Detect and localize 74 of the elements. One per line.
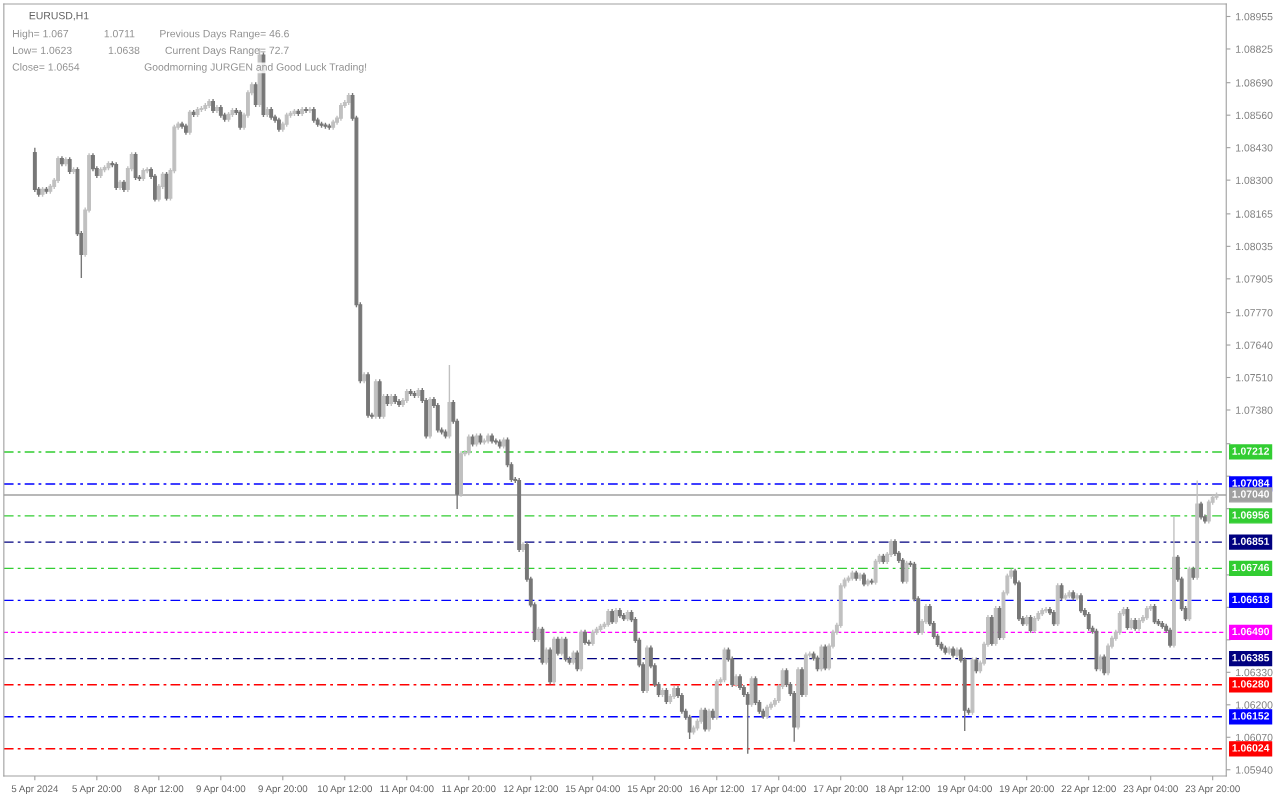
candlestick [466,433,471,456]
y-tick-label: 1.08035 [1236,242,1273,251]
ref-line-label: 1.06618 [1232,595,1270,604]
x-tick-label: 17 Apr 04:00 [751,785,806,795]
annotation: Low= 1.0623 [13,46,72,55]
ref-line-label: 1.06280 [1232,680,1270,688]
x-tick-label: 12 Apr 12:00 [503,785,558,795]
x-tick-label: 5 Apr 2024 [11,785,59,795]
x-tick-label: 22 Apr 12:00 [1061,785,1116,795]
x-tick-label: 18 Apr 12:00 [875,785,930,795]
text: EURUSD,H1 [29,11,89,21]
candlestick [819,643,824,673]
y-tick-label: 1.08955 [1236,12,1273,21]
candlestick [559,636,564,657]
candlestick [687,714,692,740]
y-tick-label: 1.06200 [1236,701,1273,709]
candlestick [1086,611,1091,632]
x-tick-label: 15 Apr 20:00 [627,785,682,795]
y-tick-label: 1.08690 [1236,79,1273,87]
ref-line-label: 1.06024 [1232,744,1270,752]
x-tick-label: 19 Apr 20:00 [999,785,1054,795]
candlestick [381,393,386,420]
annotation: 1.0711 [104,29,135,38]
y-tick-label: 1.07640 [1236,341,1273,349]
ref-line-label: 1.06490 [1232,627,1270,636]
x-tick-label: 19 Apr 04:00 [937,785,992,795]
candlestick [1168,627,1173,649]
candlestick [555,636,560,657]
y-tick-label: 1.07905 [1236,275,1273,283]
candlestick [575,649,580,673]
x-tick-label: 10 Apr 12:00 [317,785,372,795]
y-tick-label: 1.08560 [1236,111,1273,120]
x-tick-label: 17 Apr 20:00 [813,785,868,795]
annotation: Goodmorning JURGEN and Good Luck Trading! [144,63,367,73]
candlestick [904,560,909,585]
y-tick-label: 1.05940 [1236,766,1273,774]
x-tick-label: 11 Apr 20:00 [442,785,496,795]
ref-line-label: 1.06956 [1232,511,1270,519]
x-tick-label: 23 Apr 04:00 [1123,785,1178,795]
ref-line-label: 1.06746 [1232,563,1270,572]
annotation: Close= 1.0654 [12,63,80,71]
y-tick-label: 1.07770 [1236,309,1273,317]
x-tick-label: 9 Apr 04:00 [196,785,246,795]
y-tick-label: 1.06330 [1236,668,1273,677]
x-tick-label: 8 Apr 12:00 [134,785,184,795]
x-tick-label: 16 Apr 12:00 [689,785,744,795]
annotation: 1.0638 [108,46,140,55]
candlestick [707,708,711,733]
annotation: High= 1.067 [13,29,69,40]
y-tick-label: 1.08430 [1236,144,1273,152]
y-tick-label: 1.08825 [1236,45,1273,53]
ref-line-label: 1.07212 [1232,447,1270,455]
candlestick [563,636,568,663]
ref-line-label: 1.07040 [1232,490,1270,498]
y-tick-label: 1.07380 [1236,406,1273,414]
candlestick [133,151,138,181]
y-tick-label: 1.08165 [1236,210,1273,218]
y-tick-label: 1.07510 [1236,374,1273,382]
x-tick-label: 15 Apr 04:00 [565,785,620,795]
candlestick [823,643,828,672]
x-tick-label: 5 Apr 20:00 [72,785,122,795]
y-tick-label: 1.08300 [1236,176,1273,185]
candlestick [1102,653,1107,677]
ref-line-label: 1.06385 [1232,654,1270,662]
y-tick-label: 1.06070 [1236,733,1273,742]
candlestick [703,707,708,733]
x-tick-label: 11 Apr 04:00 [380,785,434,795]
ref-line-label: 1.06851 [1232,537,1270,545]
annotation: Previous Days Range= 46.6 [160,29,289,40]
x-tick-label: 23 Apr 20:00 [1185,785,1240,795]
x-tick-label: 9 Apr 20:00 [258,785,308,795]
ref-line-label: 1.06152 [1232,712,1270,720]
candlestick [304,106,308,114]
ref-line-label: 1.07084 [1232,479,1270,487]
